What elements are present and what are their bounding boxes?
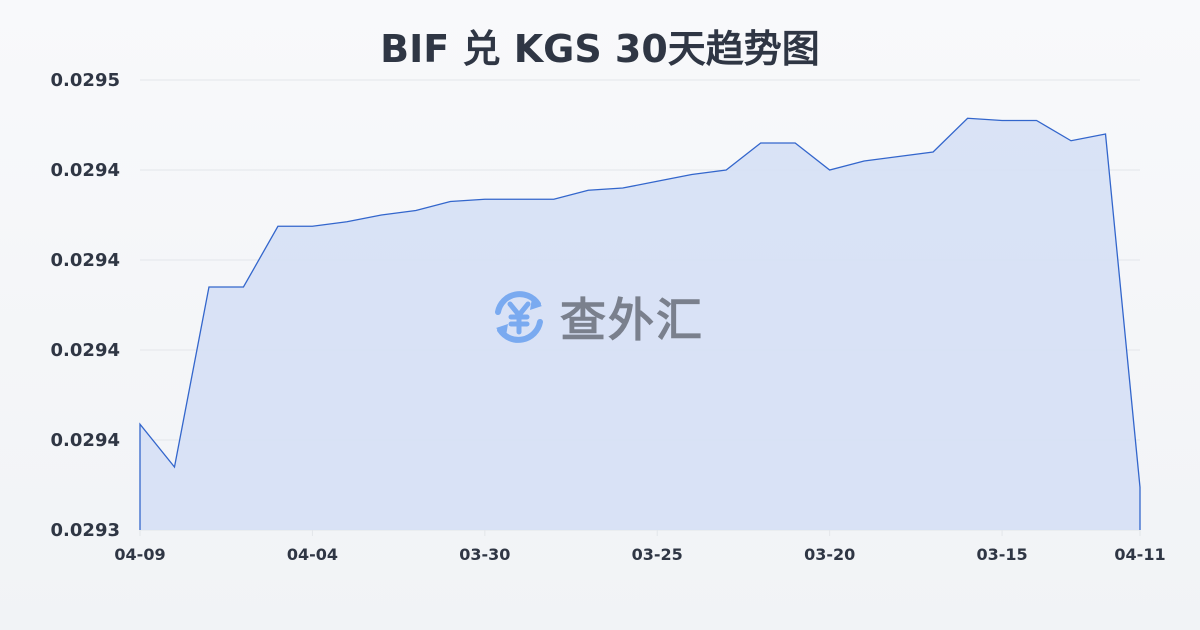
x-tick-label: 03-20 xyxy=(804,545,855,564)
x-tick-label: 04-04 xyxy=(287,545,338,564)
area-fill xyxy=(140,118,1140,530)
x-tick-label: 03-15 xyxy=(976,545,1027,564)
y-tick-label: 0.0294 xyxy=(51,250,120,271)
x-tick-label: 04-11 xyxy=(1114,545,1165,564)
x-tick-label: 03-30 xyxy=(459,545,510,564)
yen-exchange-icon xyxy=(495,291,543,343)
series-line xyxy=(139,117,1141,530)
watermark: 查外汇 xyxy=(488,284,704,350)
y-tick-label: 0.0294 xyxy=(51,430,120,451)
x-tick-label: 04-09 xyxy=(114,545,165,564)
x-tick-label: 03-25 xyxy=(632,545,683,564)
chart-title: BIF 兑 KGS 30天趋势图 xyxy=(380,27,820,71)
y-tick-label: 0.0294 xyxy=(51,160,120,181)
y-tick-label: 0.0295 xyxy=(51,70,120,91)
y-tick-label: 0.0294 xyxy=(51,340,120,361)
y-tick-label: 0.0293 xyxy=(51,520,120,541)
watermark-text: 查外汇 xyxy=(560,293,704,347)
